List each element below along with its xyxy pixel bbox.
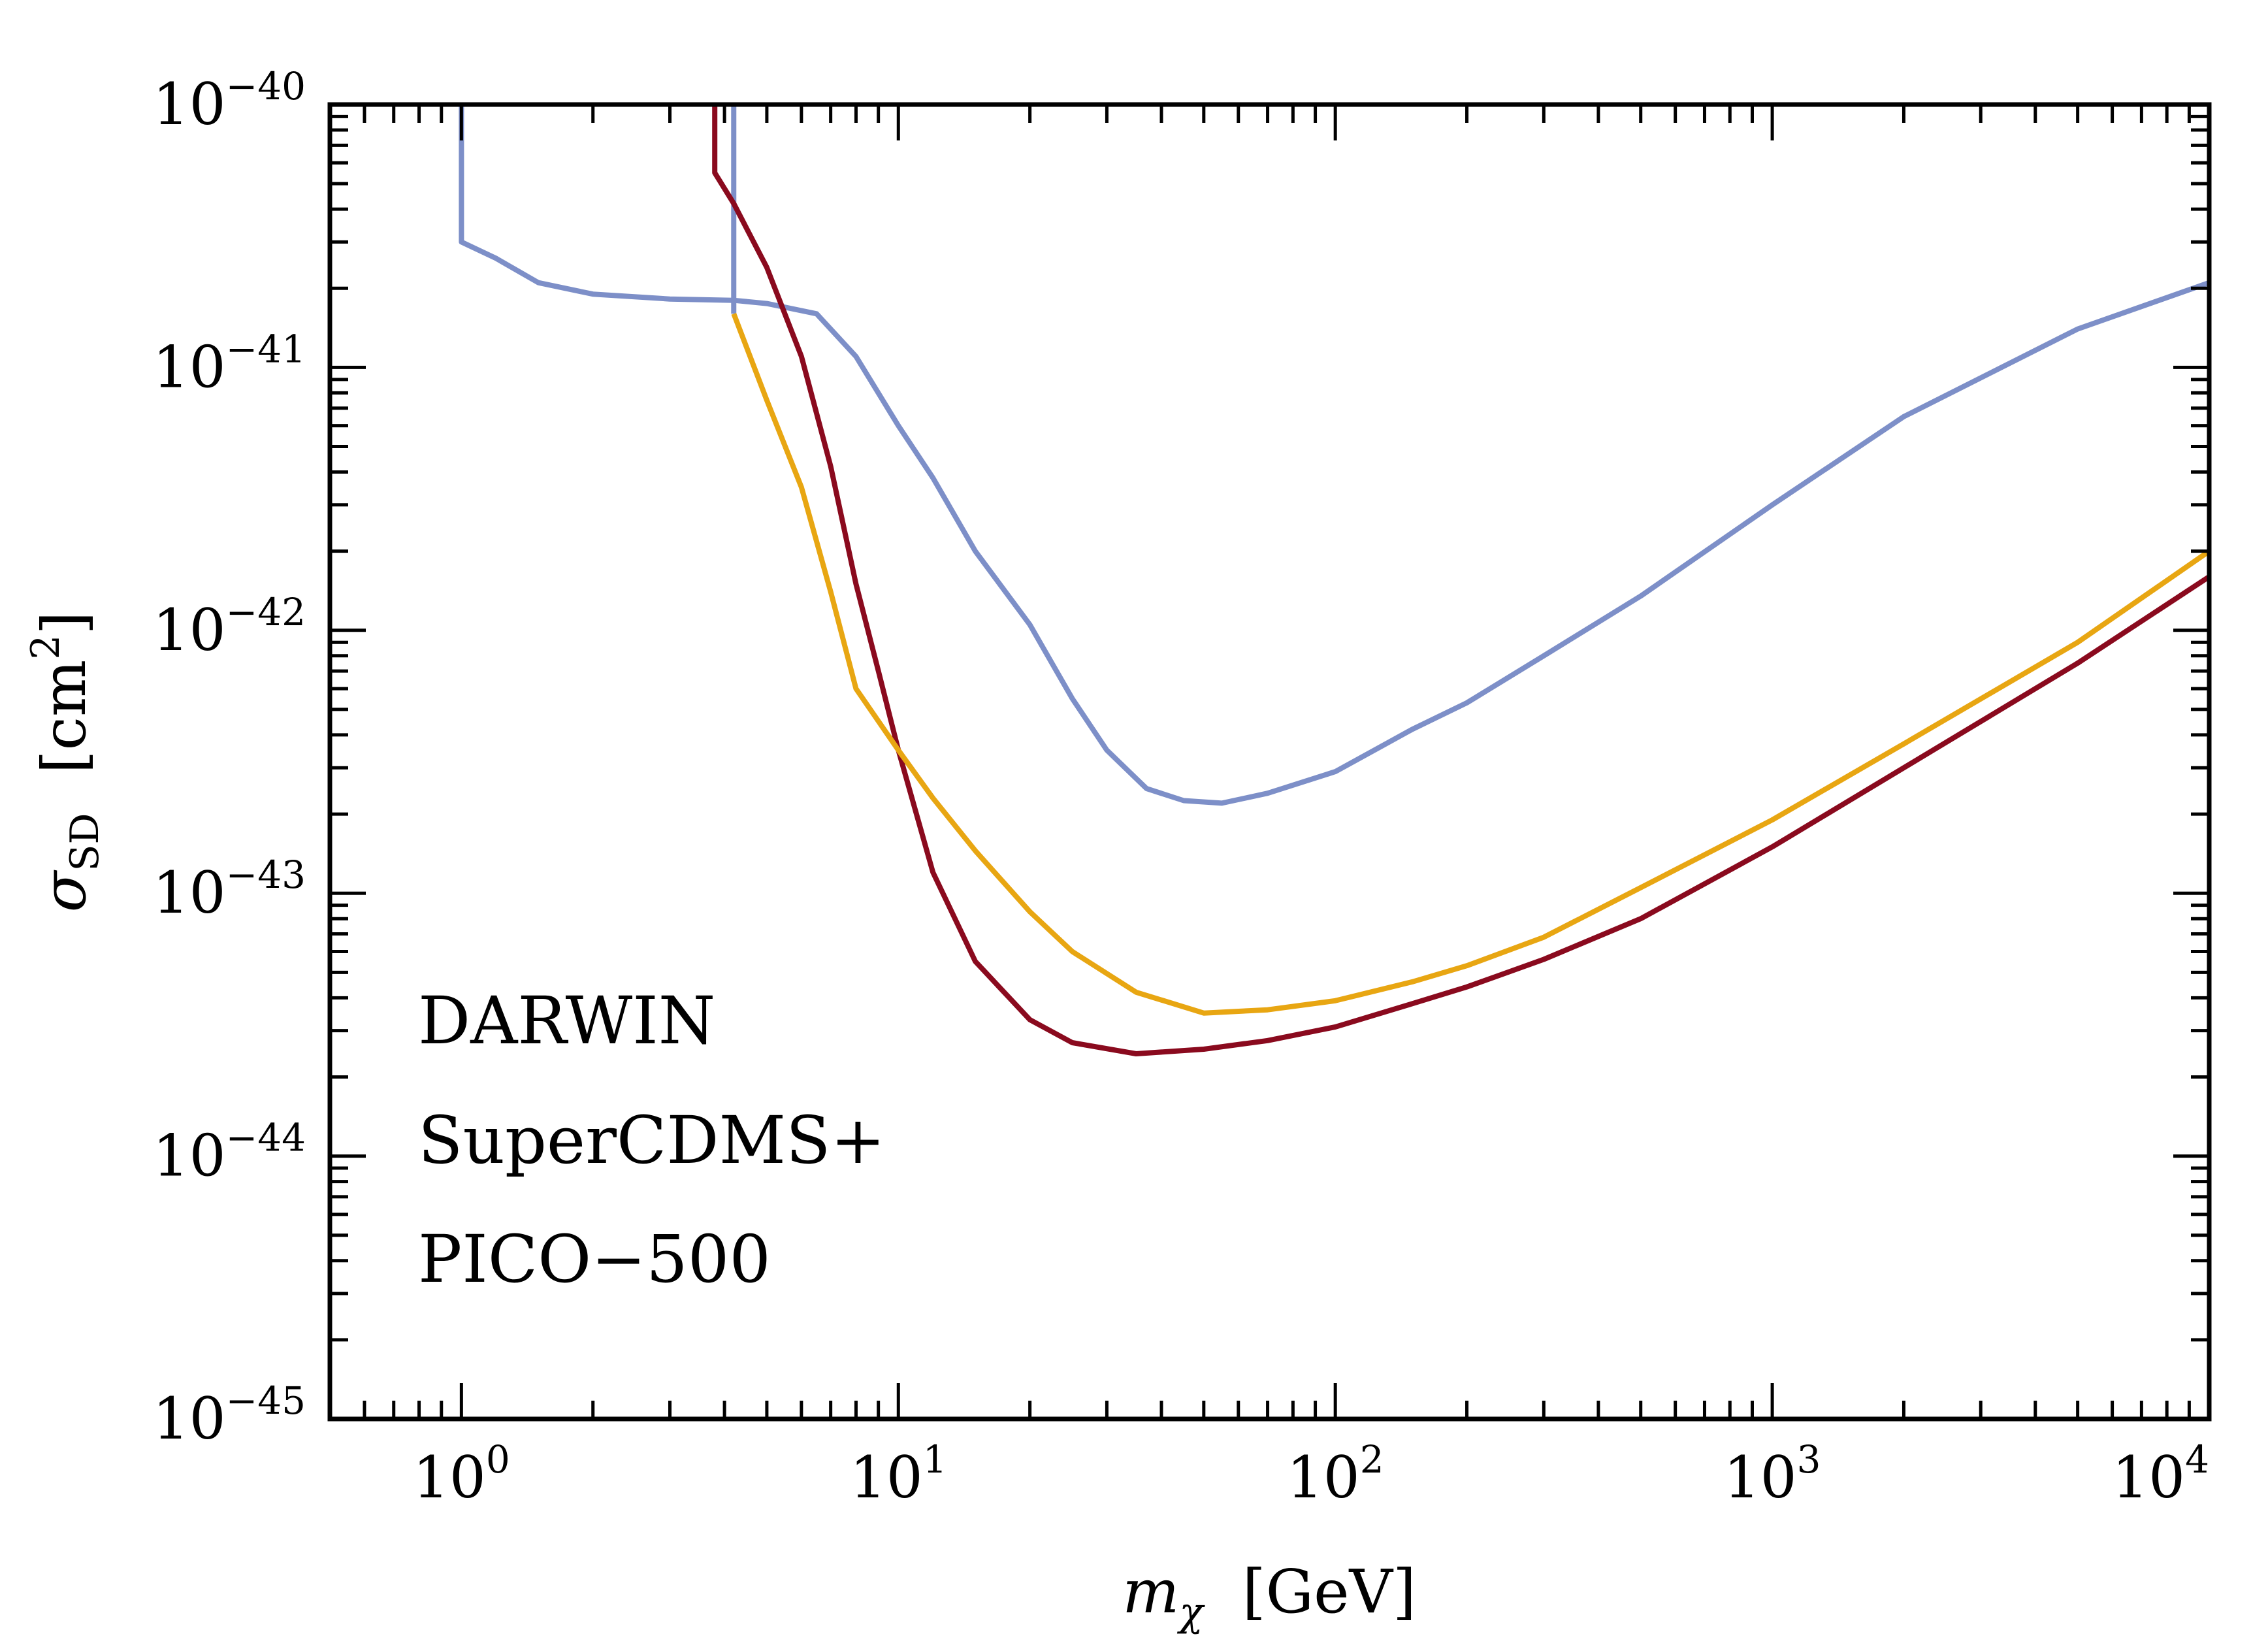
y-axis-subscript: SD [62,813,108,871]
x-axis-unit: [GeV] [1242,1557,1416,1627]
y-tick-label: 10−40 [153,64,306,138]
x-axis-title: mχ [GeV] [1122,1557,1416,1635]
legend: DARWIN SuperCDMS+ PICO−500 [418,983,885,1297]
legend-item-pico500: PICO−500 [418,1221,771,1297]
legend-item-supercdms: SuperCDMS+ [418,1102,885,1179]
y-axis-unit-close: ] [29,611,99,635]
y-tick-label: 10−41 [153,327,306,400]
y-tick-label: 10−44 [153,1116,306,1190]
legend-item-darwin: DARWIN [418,983,715,1059]
x-axis-subscript: χ [1176,1589,1205,1635]
series-line-pico-500 [731,312,2211,1016]
x-axis-symbol: m [1122,1557,1179,1627]
y-tick-label: 10−43 [153,853,306,926]
series-lines [459,105,2211,1056]
y-axis-unit-sup: 2 [23,635,69,660]
axis-ticks [328,105,2211,1421]
y-tick-label: 10−45 [153,1378,306,1452]
plot-frame [327,102,2212,1422]
x-tick-label: 101 [850,1437,947,1511]
x-tick-label: 100 [413,1437,510,1511]
x-tick-label: 104 [2112,1437,2209,1511]
series-line-darwin [712,105,2211,1056]
x-tick-label: 102 [1287,1437,1384,1511]
y-axis-symbol: σ [29,870,99,912]
tick-labels: 100 101 102 103 104 10−45 10−44 10−43 10−42 10−41… [153,64,2209,1511]
x-tick-label: 103 [1724,1437,1821,1511]
y-tick-label: 10−42 [153,590,306,664]
y-axis-unit-open: [cm [29,660,99,774]
y-axis-title: σSD [cm2] [23,611,108,913]
series-line-supercdms [459,105,2211,806]
